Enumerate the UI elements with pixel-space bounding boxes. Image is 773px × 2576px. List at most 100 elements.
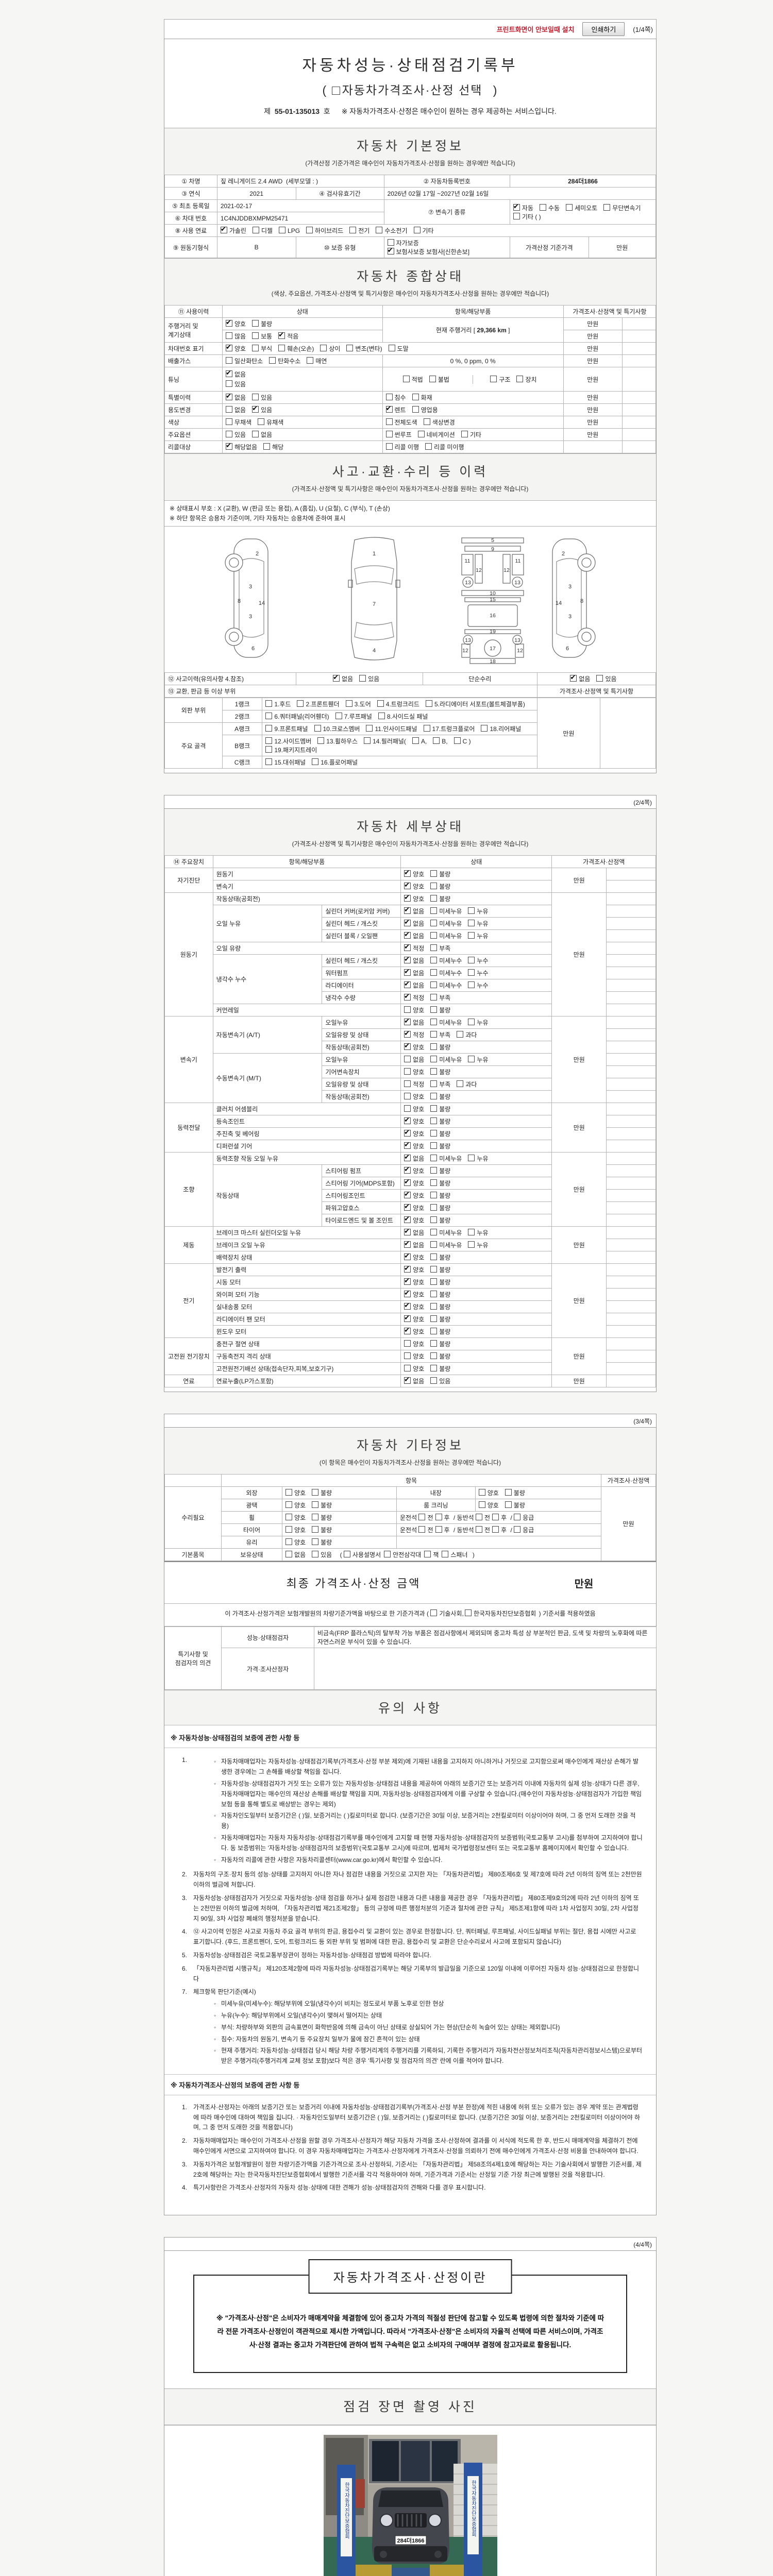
checkbox[interactable] [220,225,227,233]
checkbox[interactable] [430,1303,438,1310]
checkbox[interactable] [430,1031,438,1038]
checkbox[interactable] [404,1301,411,1310]
checkbox[interactable] [404,1277,411,1285]
checkbox[interactable] [430,920,438,927]
checkbox[interactable] [252,332,259,339]
checkbox[interactable] [404,1376,411,1384]
checkbox[interactable] [333,673,340,682]
checkbox[interactable] [430,1266,438,1273]
checkbox[interactable] [285,1538,293,1546]
checkbox[interactable] [385,431,393,437]
checkbox[interactable] [252,394,259,400]
checkbox[interactable] [418,1526,426,1533]
checkbox[interactable] [385,443,393,450]
checkbox[interactable] [430,1340,438,1347]
checkbox[interactable] [468,1019,475,1026]
checkbox[interactable] [481,725,488,732]
checkbox[interactable] [404,1227,411,1236]
checkbox[interactable] [430,1352,438,1360]
checkbox[interactable] [468,920,475,927]
checkbox[interactable] [225,406,232,413]
checkbox[interactable] [540,204,547,211]
checkbox[interactable] [314,725,321,732]
checkbox[interactable] [297,700,304,707]
checkbox[interactable] [430,969,438,976]
checkbox[interactable] [430,1179,438,1187]
checkbox[interactable] [516,375,524,382]
checkbox[interactable] [265,746,273,753]
checkbox[interactable] [306,227,313,233]
checkbox[interactable] [492,1514,499,1521]
checkbox[interactable] [252,404,259,413]
checkbox[interactable] [404,1153,411,1162]
checkbox[interactable] [404,930,411,939]
checkbox[interactable] [404,1326,411,1335]
checkbox[interactable] [430,1080,438,1088]
checkbox[interactable] [349,227,357,233]
checkbox[interactable] [412,737,419,744]
checkbox[interactable] [404,1365,411,1372]
checkbox[interactable] [225,357,232,364]
checkbox[interactable] [468,932,475,939]
checkbox[interactable] [385,418,393,425]
checkbox[interactable] [225,369,232,377]
checkbox[interactable] [404,1029,411,1038]
checkbox[interactable] [225,380,232,387]
checkbox[interactable] [258,418,265,425]
checkbox[interactable] [430,1229,438,1236]
checkbox[interactable] [312,1489,319,1496]
checkbox[interactable] [225,431,232,437]
checkbox[interactable] [514,1514,521,1521]
checkbox[interactable] [468,1155,475,1162]
checkbox[interactable] [468,907,475,914]
checkbox[interactable] [279,227,286,233]
checkbox[interactable] [603,204,611,211]
checkbox[interactable] [345,700,352,707]
checkbox[interactable] [430,932,438,939]
checkbox[interactable] [457,1080,464,1088]
checkbox[interactable] [430,957,438,964]
checkbox[interactable] [412,406,419,413]
checkbox[interactable] [430,1609,438,1617]
checkbox[interactable] [433,737,440,744]
checkbox[interactable] [404,1264,411,1273]
checkbox[interactable] [430,1216,438,1224]
checkbox[interactable] [404,1006,411,1013]
checkbox[interactable] [404,906,411,914]
checkbox[interactable] [331,87,340,95]
checkbox[interactable] [404,881,411,890]
checkbox[interactable] [285,1526,293,1533]
checkbox[interactable] [225,343,232,351]
checkbox[interactable] [430,1167,438,1174]
checkbox[interactable] [430,1253,438,1261]
print-install-notice[interactable]: 프린트화면이 안보일때 설치 [496,26,575,33]
checkbox[interactable] [425,443,432,450]
checkbox[interactable] [404,955,411,964]
checkbox[interactable] [346,345,354,351]
checkbox[interactable] [320,345,327,351]
checkbox[interactable] [252,345,259,351]
checkbox[interactable] [404,1017,411,1026]
checkbox[interactable] [596,675,603,682]
checkbox[interactable] [464,1609,472,1617]
checkbox[interactable] [225,332,232,339]
checkbox[interactable] [404,943,411,952]
checkbox[interactable] [430,1142,438,1149]
checkbox[interactable] [263,443,271,450]
checkbox[interactable] [312,1526,319,1533]
checkbox[interactable] [442,1551,449,1558]
checkbox[interactable] [404,1314,411,1323]
checkbox[interactable] [468,969,475,976]
checkbox[interactable] [476,1526,483,1533]
checkbox[interactable] [402,375,410,382]
checkbox[interactable] [425,700,432,707]
checkbox[interactable] [366,725,373,732]
checkbox[interactable] [376,227,383,233]
checkbox[interactable] [505,1489,512,1496]
checkbox[interactable] [285,1551,293,1558]
checkbox[interactable] [430,1291,438,1298]
checkbox[interactable] [468,957,475,964]
checkbox[interactable] [265,713,273,720]
checkbox[interactable] [278,331,285,339]
checkbox[interactable] [404,893,411,902]
